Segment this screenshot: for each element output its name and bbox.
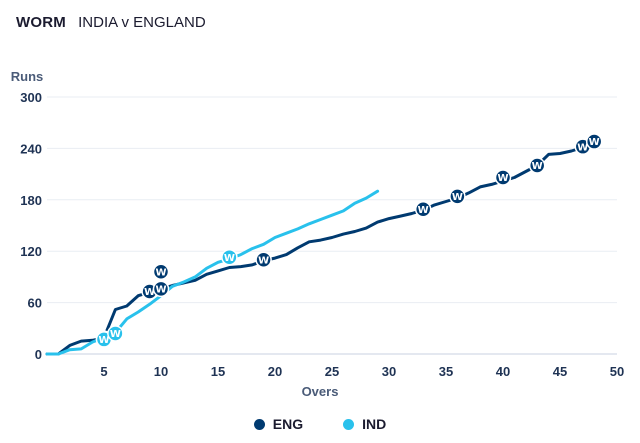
x-tick-label: 15 [211, 364, 225, 379]
wicket-marker-eng [585, 133, 603, 150]
x-tick-label: 35 [439, 364, 453, 379]
legend-swatch [343, 419, 355, 430]
chart-header: WORM INDIA v ENGLAND [16, 14, 206, 31]
wicket-marker-eng [414, 200, 432, 218]
wicket-marker-label: W [258, 255, 269, 266]
chart-subtitle: INDIA v ENGLAND [78, 14, 206, 31]
wicket-marker-label: W [110, 329, 121, 340]
legend-swatch [253, 419, 265, 430]
y-tick-label: 60 [28, 296, 42, 311]
y-tick-label: 180 [20, 193, 42, 208]
y-tick-label: 0 [35, 347, 42, 362]
x-tick-label: 40 [496, 364, 510, 379]
wicket-marker-ind [107, 325, 124, 342]
wicket-marker-label: W [418, 205, 429, 216]
wicket-marker-eng [449, 188, 466, 205]
series-line-eng [45, 140, 596, 356]
wicket-marker-label: W [224, 253, 235, 264]
x-tick-label: 20 [268, 364, 282, 379]
x-axis-title: Overs [302, 384, 339, 399]
y-tick-label: 300 [20, 90, 42, 105]
wicket-marker-label: W [532, 161, 543, 172]
wicket-marker-label: W [144, 287, 155, 298]
x-tick-label: 10 [154, 364, 168, 379]
wicket-marker-eng [152, 263, 170, 281]
chart-legend: ENG IND [0, 416, 640, 432]
wicket-marker-ind [221, 248, 238, 266]
legend-item-ind: IND [343, 416, 386, 432]
chart-canvas: 0 60 120 180 240 300 5 10 15 20 25 30 35 40 45 50 Runs Ov… [11, 69, 624, 399]
wicket-marker-label: W [98, 335, 109, 346]
x-tick-label: 5 [100, 364, 107, 379]
x-tick-label: 30 [382, 364, 396, 379]
legend-label: ENG [272, 416, 304, 432]
x-tick-label: 45 [553, 364, 567, 379]
legend-label: IND [362, 416, 387, 432]
wicket-marker-eng [528, 157, 546, 174]
x-tick-label: 50 [610, 364, 624, 379]
chart-title: WORM [16, 14, 66, 31]
x-tick-label: 25 [325, 364, 339, 379]
wicket-marker-label: W [452, 192, 463, 203]
y-tick-label: 120 [20, 244, 42, 259]
y-tick-label: 240 [20, 141, 42, 156]
wicket-marker-eng [494, 169, 512, 186]
wicket-marker-label: W [497, 173, 508, 184]
legend-item-eng: ENG [253, 416, 304, 432]
wicket-marker-label: W [155, 284, 166, 295]
wicket-marker-eng [152, 280, 170, 298]
wicket-marker-label: W [589, 137, 600, 148]
wicket-marker-label: W [577, 142, 588, 153]
wicket-marker-label: W [155, 267, 166, 278]
wicket-marker-eng [255, 251, 272, 269]
y-axis-title: Runs [11, 69, 44, 84]
